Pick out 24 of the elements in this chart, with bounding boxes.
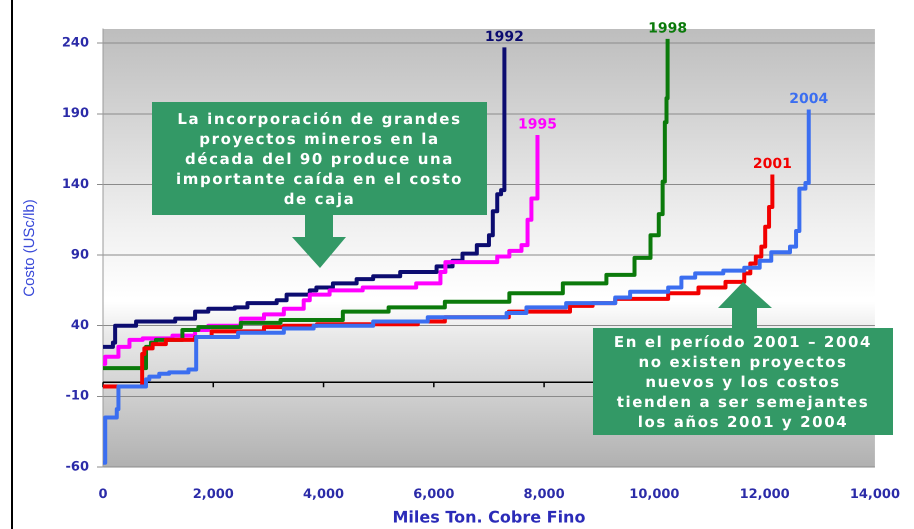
y-tick-label: 90: [70, 247, 89, 262]
annotation: La incorporación de grandes proyectos mineros en la década del 90 produce una importante caída en el costo de caja: [176, 108, 463, 208]
series-label: 1998: [648, 20, 688, 37]
x-tick-label: 4,000: [302, 487, 344, 502]
x-tick-label: 10,000: [629, 487, 680, 502]
y-tick-label: 190: [62, 106, 89, 122]
y-tick-label: -60: [66, 459, 89, 474]
x-axis-title: Miles Ton. Cobre Fino: [392, 508, 586, 527]
y-tick-label: 240: [62, 36, 89, 51]
series-label: 1995: [518, 116, 557, 133]
x-tick-label: 0: [98, 487, 108, 502]
x-tick-label: 14,000: [850, 487, 900, 502]
y-tick-label: -10: [66, 388, 89, 404]
x-tick-label: 8,000: [524, 487, 565, 502]
x-tick-label: 12,000: [740, 487, 790, 502]
series-label: 2004: [789, 91, 828, 108]
annotation: En el período 2001 – 2004 no existen proyectos nuevos y los costos tienden a ser semejantes los años 2001 y 2004: [614, 332, 872, 432]
y-axis-title: Costo (USc/lb): [21, 199, 38, 297]
series-label: 2001: [752, 156, 792, 172]
x-tick-label: 6,000: [413, 487, 454, 502]
series-label: 1992: [484, 29, 524, 46]
y-tick-label: 140: [62, 176, 89, 192]
y-tick-label: 40: [70, 318, 89, 334]
x-tick-label: 2,000: [192, 487, 234, 502]
